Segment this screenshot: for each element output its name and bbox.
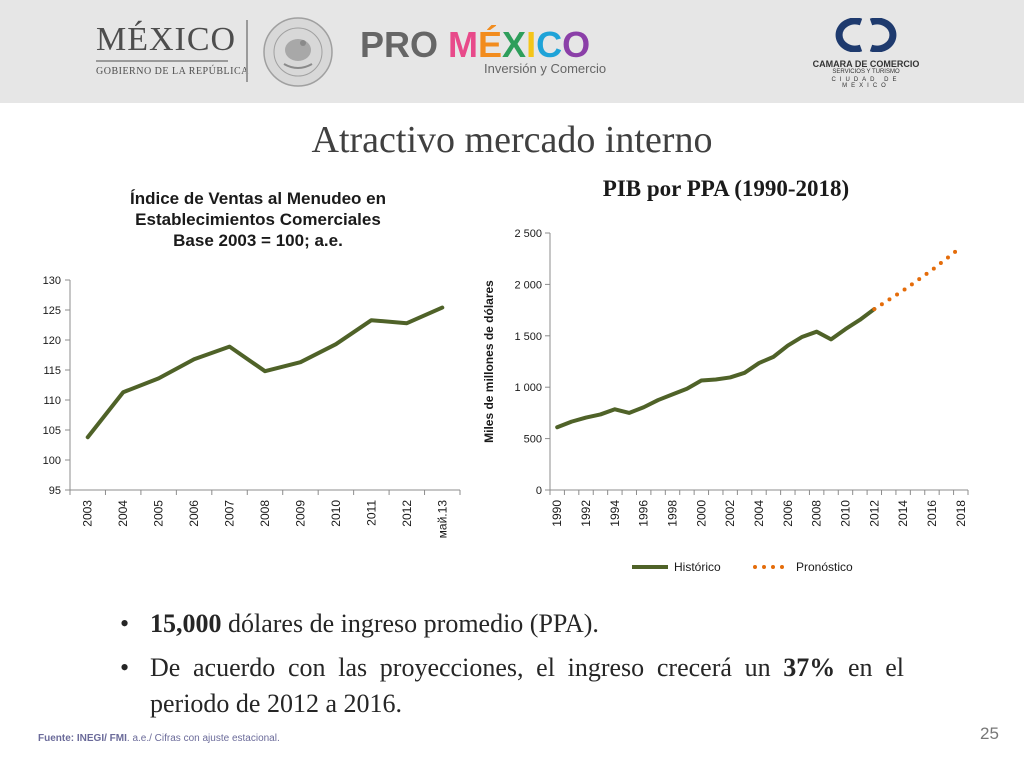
page-title: Atractivo mercado interno xyxy=(311,119,713,161)
promexico-logo-letter: É xyxy=(478,24,503,65)
x-tick-label: 1998 xyxy=(666,500,680,527)
bullet-1-text: dólares de ingreso promedio (PPA). xyxy=(221,609,599,638)
y-tick-label: 115 xyxy=(43,365,61,377)
y-tick-label: 125 xyxy=(43,305,61,317)
bullet-2-bold: 37% xyxy=(783,653,836,682)
bullet-list: 15,000 dólares de ingreso promedio (PPA)… xyxy=(120,606,904,730)
x-tick-label: 1994 xyxy=(608,500,622,527)
bullet-1-bold: 15,000 xyxy=(150,609,222,638)
retail-index-point xyxy=(405,321,409,325)
x-tick-label: 2012 xyxy=(867,500,881,527)
x-tick-label: 2016 xyxy=(925,500,939,527)
x-tick-label: 1990 xyxy=(550,500,564,527)
legend-forecast-label: Pronóstico xyxy=(796,560,853,574)
x-tick-label: 2008 xyxy=(258,500,272,527)
x-tick-label: май.13 xyxy=(435,500,449,539)
y-tick-label: 120 xyxy=(43,335,61,347)
mexico-logo-rule xyxy=(96,60,228,62)
retail-chart-title: Índice de Ventas al Menudeo en Estableci… xyxy=(66,188,450,251)
retail-index-point xyxy=(334,342,338,346)
national-seal-icon xyxy=(263,17,333,87)
promexico-logo-letter: M xyxy=(448,24,479,65)
x-tick-label: 2012 xyxy=(400,500,414,527)
camara-logo-name: CAMARA DE COMERCIO xyxy=(812,59,920,69)
promexico-logo-letter: C xyxy=(536,24,563,65)
forecast-series-line xyxy=(872,245,963,312)
y-tick-label: 0 xyxy=(536,485,542,497)
x-tick-label: 1996 xyxy=(637,500,651,527)
historic-series-line xyxy=(555,307,877,430)
x-tick-label: 2006 xyxy=(187,500,201,527)
mexico-logo-subtitle: GOBIERNO DE LA REPÚBLICA xyxy=(96,66,249,77)
x-tick-label: 2005 xyxy=(152,500,166,527)
y-tick-label: 1 000 xyxy=(514,382,542,394)
camara-logo-city: CIUDAD DE MEXICO xyxy=(831,77,901,89)
y-tick-label: 100 xyxy=(43,455,61,467)
x-tick-label: 2008 xyxy=(810,500,824,527)
promexico-logo-mexico: MÉXICO xyxy=(448,24,590,65)
promexico-logo-letter: I xyxy=(526,24,537,65)
footer-source-bold: Fuente: INEGI/ FMI xyxy=(38,733,127,744)
retail-index-point xyxy=(86,435,90,439)
y-tick-label: 95 xyxy=(49,485,61,497)
promexico-logo-pro: PRO xyxy=(360,24,439,65)
x-tick-label: 2006 xyxy=(781,500,795,527)
x-tick-label: 2003 xyxy=(81,500,95,527)
x-tick-label: 2009 xyxy=(293,500,307,527)
x-tick-label: 2010 xyxy=(329,500,343,527)
bullet-2-text: en el periodo de 2012 a 2016. xyxy=(150,653,904,718)
x-tick-label: 2002 xyxy=(723,500,737,527)
y-tick-label: 130 xyxy=(43,275,61,287)
retail-index-point xyxy=(192,357,196,361)
header-divider xyxy=(246,20,248,82)
y-tick-label: 105 xyxy=(43,425,61,437)
promexico-logo: PRO MÉXICO Inversión y Comercio xyxy=(360,24,607,77)
y-tick-label: 110 xyxy=(43,395,61,407)
legend-historic-label: Histórico xyxy=(674,560,721,574)
bullet-item-projection: De acuerdo con las proyecciones, el ingr… xyxy=(120,650,904,722)
y-tick-label: 2 500 xyxy=(514,228,542,240)
y-axis-label: Miles de millones de dólares xyxy=(482,280,496,443)
x-tick-label: 2018 xyxy=(954,500,968,527)
retail-index-point xyxy=(440,306,444,310)
camara-logo-sub: SERVICIOS Y TURISMO xyxy=(832,69,900,75)
footer-source-text: . a.e./ Cifras con ajuste estacional. xyxy=(126,733,280,744)
promexico-logo-tagline: Inversión y Comercio xyxy=(484,61,607,76)
x-tick-label: 2000 xyxy=(694,500,708,527)
retail-chart-title-line-3: Base 2003 = 100; a.e. xyxy=(173,231,343,250)
promexico-logo-letter: O xyxy=(562,24,591,65)
retail-chart-title-line-1: Índice de Ventas al Menudeo en xyxy=(129,189,386,208)
bullet-item-income: 15,000 dólares de ingreso promedio (PPA)… xyxy=(120,606,904,642)
mexico-logo-title: MÉXICO xyxy=(96,21,237,58)
x-tick-label: 2004 xyxy=(752,500,766,527)
bullet-2-pre: De acuerdo con las proyecciones, el ingr… xyxy=(150,653,784,682)
x-tick-label: 1992 xyxy=(579,500,593,527)
header-bar: MÉXICO GOBIERNO DE LA REPÚBLICA PRO MÉXI… xyxy=(0,0,1024,103)
x-tick-label: 2004 xyxy=(116,500,130,527)
y-tick-label: 500 xyxy=(524,434,542,446)
x-tick-label: 2011 xyxy=(364,500,378,526)
retail-index-point xyxy=(157,376,161,380)
page-number: 25 xyxy=(980,724,999,743)
retail-index-point xyxy=(298,360,302,364)
retail-index-point xyxy=(263,369,267,373)
camara-emblem-icon xyxy=(835,17,897,53)
gdp-chart-title: PIB por PPA (1990-2018) xyxy=(602,176,850,201)
y-tick-label: 2 000 xyxy=(514,279,542,291)
retail-index-point xyxy=(369,318,373,322)
footer-source: Fuente: INEGI/ FMI. a.e./ Cifras con aju… xyxy=(38,733,280,744)
retail-index-point xyxy=(228,345,232,349)
x-tick-label: 2010 xyxy=(838,500,852,527)
x-tick-label: 2014 xyxy=(896,500,910,527)
mexico-government-logo: MÉXICO GOBIERNO DE LA REPÚBLICA xyxy=(96,22,249,77)
camara-de-comercio-logo: CAMARA DE COMERCIO SERVICIOS Y TURISMO C… xyxy=(806,17,926,89)
retail-index-point xyxy=(121,390,125,394)
promexico-logo-letter: X xyxy=(502,24,527,65)
retail-chart-title-line-2: Establecimientos Comerciales xyxy=(135,210,381,229)
y-tick-label: 1 500 xyxy=(514,331,542,343)
x-tick-label: 2007 xyxy=(223,500,237,527)
